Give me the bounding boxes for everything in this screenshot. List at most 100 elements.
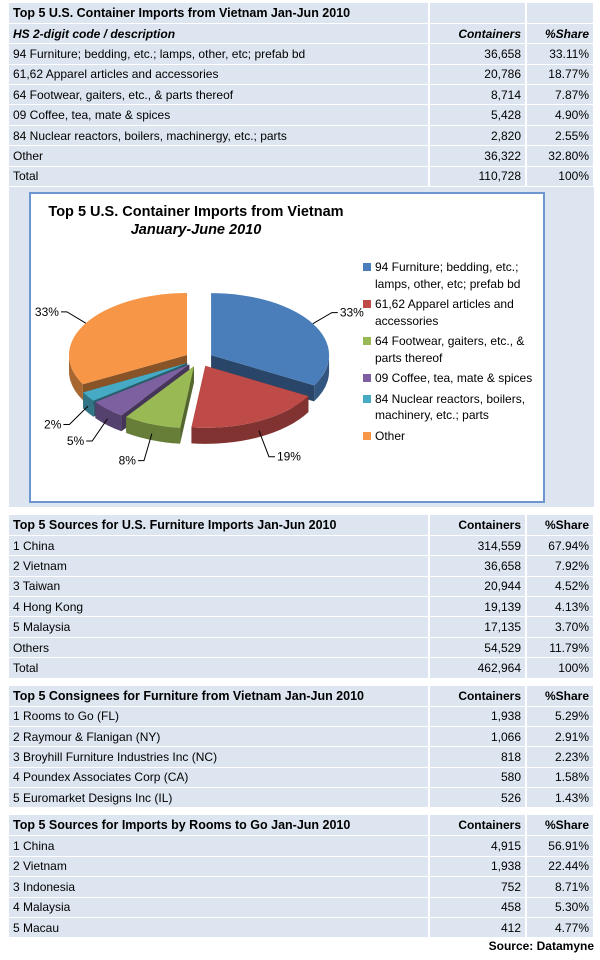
row-share: 5.30%	[526, 897, 595, 918]
source-note: Source: Datamyne	[488, 939, 594, 953]
row-containers: 19,139	[429, 596, 527, 618]
pie-leader-line	[86, 418, 108, 442]
pie-leader-line	[137, 433, 153, 462]
pie-data-label: 33%	[35, 305, 59, 319]
row-share: 2.91%	[526, 726, 595, 748]
legend-item: 61,62 Apparel articles and accessories	[363, 296, 543, 329]
row-label: 94 Furniture; bedding, etc.; lamps, othe…	[9, 43, 430, 65]
table-row: 1 Rooms to Go (FL) 1,938 5.29%	[9, 706, 595, 727]
row-share: 8.71%	[526, 876, 595, 898]
row-label: 5 Euromarket Designs Inc (IL)	[9, 787, 430, 809]
row-containers: 20,944	[429, 576, 527, 598]
legend-item: 09 Coffee, tea, mate & spices	[363, 370, 543, 387]
row-containers: 36,322	[429, 145, 527, 167]
row-share: 100%	[526, 166, 595, 188]
pie-slice	[191, 365, 309, 444]
table-furniture-sources: Top 5 Sources for U.S. Furniture Imports…	[9, 515, 595, 679]
pie-leader-line	[258, 430, 275, 458]
row-share: 4.13%	[526, 596, 595, 618]
page: Top 5 U.S. Container Imports from Vietna…	[9, 3, 595, 953]
row-label: Total	[9, 166, 430, 188]
pie-data-label: 5%	[67, 434, 85, 448]
row-share: 7.87%	[526, 84, 595, 106]
row-label: Others	[9, 637, 430, 659]
legend-swatch	[363, 394, 371, 403]
row-share: 33.11%	[526, 43, 595, 65]
pie-leader-line	[312, 312, 338, 325]
column-header-share: %Share	[526, 685, 595, 707]
row-share: 22.44%	[526, 856, 595, 878]
table-furniture-consignees: Top 5 Consignees for Furniture from Viet…	[9, 685, 595, 809]
pie-chart: 33% 19% 8% 5% 2% 33%	[35, 293, 364, 468]
row-containers: 462,964	[429, 657, 527, 679]
row-containers: 458	[429, 897, 527, 918]
legend-item: Other	[363, 428, 543, 445]
row-share: 7.92%	[526, 555, 595, 577]
pie-slice-top	[83, 363, 188, 401]
pie-slice	[126, 366, 194, 444]
row-share: 4.77%	[526, 917, 595, 939]
row-containers: 1,938	[429, 706, 527, 727]
table-row: 64 Footwear, gaiters, etc., & parts ther…	[9, 84, 595, 106]
row-share: 11.79%	[526, 637, 595, 659]
legend-swatch	[363, 337, 371, 346]
row-share: 1.58%	[526, 767, 595, 789]
pie-slice-edge	[95, 402, 122, 432]
pie-chart-frame: Top 5 U.S. Container Imports from Vietna…	[29, 192, 545, 504]
pie-data-label: 8%	[119, 454, 137, 468]
table-row: 61,62 Apparel articles and accessories 20…	[9, 64, 595, 86]
legend-swatch	[363, 374, 371, 383]
row-containers: 54,529	[429, 637, 527, 659]
table-row: 5 Macau 412 4.77%	[9, 917, 595, 939]
row-containers: 8,714	[429, 84, 527, 106]
legend-item: 94 Furniture; bedding, etc.; lamps, othe…	[363, 259, 543, 292]
pie-slice-edge	[191, 396, 309, 444]
table-row: 3 Indonesia 752 8.71%	[9, 876, 595, 898]
table-row: 94 Furniture; bedding, etc.; lamps, othe…	[9, 43, 595, 65]
row-share: 2.55%	[526, 125, 595, 147]
row-label: Total	[9, 657, 430, 679]
row-label: 1 Rooms to Go (FL)	[9, 706, 430, 727]
row-share: 2.23%	[526, 746, 595, 768]
row-share: 32.80%	[526, 145, 595, 167]
row-label: 5 Malaysia	[9, 616, 430, 638]
row-containers: 20,786	[429, 64, 527, 86]
row-label: Other	[9, 145, 430, 167]
legend-swatch	[363, 431, 371, 440]
table-row: 2 Vietnam 1,938 22.44%	[9, 856, 595, 878]
table-row: 4 Hong Kong 19,139 4.13%	[9, 596, 595, 618]
column-header-containers: Containers	[429, 685, 527, 707]
table-row: Other 36,322 32.80%	[9, 145, 595, 167]
table-row: 2 Raymour & Flanigan (NY) 1,066 2.91%	[9, 726, 595, 748]
row-label: 3 Taiwan	[9, 576, 430, 598]
row-label: 64 Footwear, gaiters, etc., & parts ther…	[9, 84, 430, 106]
legend-item: 64 Footwear, gaiters, etc., & parts ther…	[363, 333, 543, 366]
row-containers: 2,820	[429, 125, 527, 147]
table-title: Top 5 Sources for U.S. Furniture Imports…	[9, 515, 430, 536]
pie-slice-edge	[314, 355, 330, 402]
row-label: 2 Vietnam	[9, 856, 430, 878]
legend-label: 09 Coffee, tea, mate & spices	[375, 371, 533, 386]
table-title: Top 5 Consignees for Furniture from Viet…	[9, 685, 430, 707]
table-row: 5 Euromarket Designs Inc (IL) 526 1.43%	[9, 787, 595, 809]
row-label: 84 Nuclear reactors, boilers, machinergy…	[9, 125, 430, 147]
pie-leader-line	[63, 405, 89, 426]
table-row: 3 Broyhill Furniture Industries Inc (NC)…	[9, 746, 595, 768]
row-label: 1 China	[9, 535, 430, 557]
row-share: 56.91%	[526, 835, 595, 857]
column-header-share: %Share	[526, 23, 595, 45]
pie-slice-top	[95, 364, 190, 416]
row-containers: 818	[429, 746, 527, 768]
pie-slice-edge	[126, 416, 181, 444]
table-row: Total 462,964 100%	[9, 657, 595, 679]
pie-slice-top	[211, 293, 330, 386]
pie-slice-top	[191, 365, 309, 428]
row-containers: 110,728	[429, 166, 527, 188]
row-share: 1.43%	[526, 787, 595, 809]
row-share: 5.29%	[526, 706, 595, 727]
table-row: 1 China 314,559 67.94%	[9, 535, 595, 557]
row-label: 1 China	[9, 835, 430, 857]
row-share: 67.94%	[526, 535, 595, 557]
pie-slice-top	[68, 293, 187, 385]
row-label: 2 Vietnam	[9, 555, 430, 577]
